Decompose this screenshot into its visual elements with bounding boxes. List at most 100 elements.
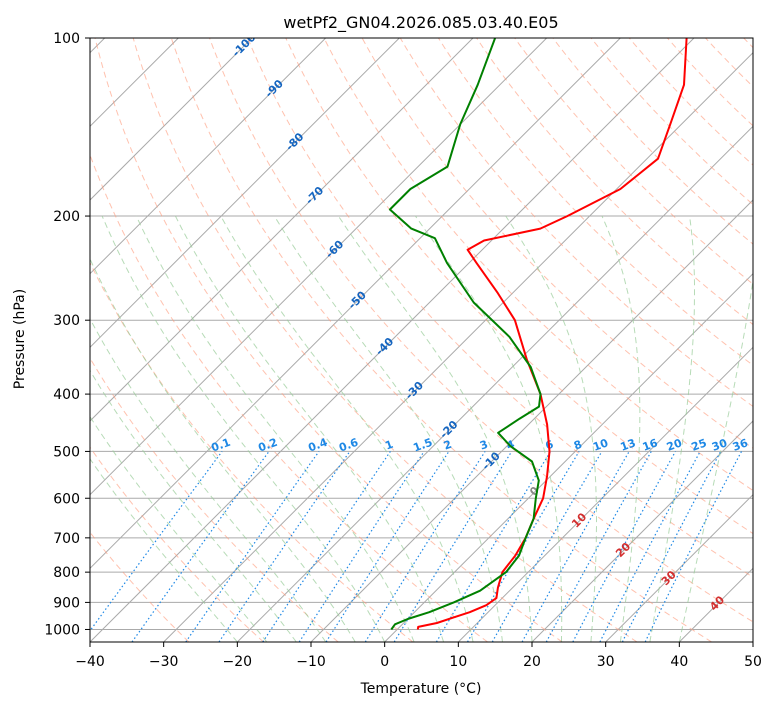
mixing-ratio-label: 3 [478, 438, 490, 453]
mixing-ratio-label: 0.6 [337, 436, 360, 455]
y-tick-label: 500 [53, 444, 80, 460]
isotherm-line [163, 51, 753, 642]
moist-adiabat [90, 415, 268, 642]
x-tick-label: −10 [296, 654, 326, 670]
y-tick-label: 1000 [44, 622, 80, 638]
mixing-ratio-line [393, 451, 513, 642]
dry-adiabat [247, 38, 753, 578]
isotherm-line [90, 38, 695, 642]
mixing-ratio-line [545, 451, 652, 642]
mixing-ratio-label: 10 [591, 436, 610, 454]
dry-adiabat [705, 38, 753, 88]
dry-adiabat [552, 38, 753, 245]
moist-adiabat [601, 215, 641, 642]
moist-adiabat [90, 458, 238, 642]
moist-adiabat [337, 215, 533, 642]
mixing-ratio-line [262, 451, 391, 642]
dry-adiabat [743, 38, 753, 49]
dry-adiabat [170, 38, 712, 642]
dry-adiabat [476, 38, 753, 326]
mixing-ratio-label: 1 [383, 438, 395, 453]
mixing-ratio-line [364, 451, 486, 642]
dry-adiabat [667, 38, 753, 127]
moist-adiabat [414, 215, 563, 642]
mixing-ratio-line [599, 451, 701, 642]
dry-adiabat [90, 357, 339, 642]
x-tick-label: 50 [744, 654, 762, 670]
y-tick-label: 800 [53, 565, 80, 581]
mixing-ratio-line [466, 451, 580, 642]
moist-adiabat [220, 215, 474, 642]
mixing-ratio-label: 2 [442, 438, 454, 453]
temperature-profile [416, 38, 688, 630]
isotherm-label: -100 [230, 31, 259, 60]
dry-adiabat [90, 261, 414, 642]
isotherm-line [605, 493, 753, 642]
x-tick-label: −30 [149, 654, 179, 670]
moist-adiabat [90, 317, 327, 642]
mixing-ratio-line [521, 451, 630, 642]
dry-adiabat [628, 38, 753, 166]
isotherm-line [310, 199, 753, 642]
isotherm-line [90, 38, 548, 496]
mixing-ratio-label: 16 [641, 436, 660, 454]
dry-adiabat [94, 38, 563, 642]
x-tick-label: 20 [523, 654, 541, 670]
dewpoint-profile [388, 38, 542, 631]
x-tick-label: 10 [449, 654, 467, 670]
y-tick-label: 300 [53, 313, 80, 329]
isotherm-line [384, 272, 753, 642]
y-tick-label: 100 [53, 31, 80, 47]
y-tick-label: 900 [53, 595, 80, 611]
x-tick-label: −20 [223, 654, 253, 670]
mixing-ratio-line [491, 451, 603, 642]
mixing-ratio-label: 13 [619, 436, 638, 453]
mixing-ratio-line [131, 451, 270, 642]
isotherm-line [90, 38, 621, 570]
y-tick-label: 600 [53, 491, 80, 507]
dry-adiabat [514, 38, 753, 285]
mixing-ratio-label: 0.4 [306, 436, 329, 455]
isotherm-line [531, 420, 753, 642]
moist-adiabat [505, 215, 597, 642]
mixing-ratio-label: 36 [731, 436, 750, 454]
dry-adiabat [361, 38, 753, 449]
isotherm-line [678, 567, 753, 642]
dry-adiabat [323, 38, 753, 492]
isotherm-label: 40 [707, 593, 727, 613]
mixing-ratio-label: 20 [665, 436, 684, 454]
dry-adiabat [590, 38, 753, 206]
mixing-ratio-line [298, 451, 425, 642]
y-tick-label: 200 [53, 209, 80, 225]
isotherm-line [90, 38, 327, 275]
mixing-ratio-line [90, 451, 223, 632]
mixing-ratio-label: 8 [572, 438, 584, 453]
x-axis-label: Temperature (°C) [360, 681, 482, 697]
dry-adiabat [90, 446, 264, 642]
moist-adiabat [90, 257, 356, 642]
x-tick-label: 0 [380, 654, 389, 670]
x-tick-label: −40 [75, 654, 105, 670]
dry-adiabat [399, 38, 753, 408]
moist-adiabat [101, 215, 386, 642]
x-tick-label: 30 [597, 654, 615, 670]
mixing-ratio-line [325, 451, 450, 642]
moist-adiabat [649, 215, 695, 642]
chart-title: wetPf2_GN04.2026.085.03.40.E05 [283, 13, 558, 33]
mixing-ratio-line [572, 451, 677, 642]
isotherm-label: -20 [437, 418, 460, 441]
mixing-ratio-label: 30 [710, 436, 729, 454]
dry-adiabat [132, 38, 638, 642]
isotherm-label: 0 [527, 484, 542, 499]
isotherm-line [90, 38, 253, 201]
isotherm-line [90, 38, 400, 349]
moist-adiabat [174, 215, 445, 642]
mixing-ratio-line [435, 451, 552, 642]
y-tick-label: 700 [53, 531, 80, 547]
isotherm-line [90, 38, 474, 422]
plot-frame [89, 37, 754, 643]
dry-adiabat [90, 153, 488, 642]
moist-adiabat [90, 369, 297, 642]
isotherm-line [236, 125, 753, 642]
